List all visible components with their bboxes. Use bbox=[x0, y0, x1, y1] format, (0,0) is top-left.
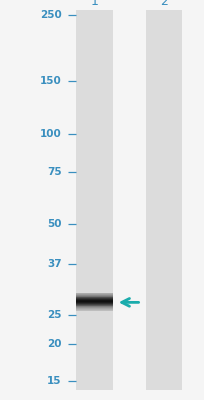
Bar bbox=[75, 301, 112, 302]
Bar bbox=[75, 308, 112, 309]
Bar bbox=[75, 302, 112, 303]
Bar bbox=[75, 10, 112, 390]
Text: 2: 2 bbox=[159, 0, 167, 8]
Text: 20: 20 bbox=[47, 339, 61, 349]
Bar bbox=[75, 304, 112, 305]
Text: 37: 37 bbox=[47, 259, 61, 269]
Bar bbox=[75, 305, 112, 306]
Text: 50: 50 bbox=[47, 220, 61, 230]
Bar bbox=[75, 306, 112, 307]
Text: 150: 150 bbox=[40, 76, 61, 86]
Bar bbox=[75, 297, 112, 298]
Bar bbox=[75, 295, 112, 296]
Bar bbox=[75, 309, 112, 310]
Bar bbox=[75, 299, 112, 300]
Text: 100: 100 bbox=[40, 129, 61, 139]
Bar bbox=[75, 293, 112, 294]
Text: 250: 250 bbox=[40, 10, 61, 20]
Bar bbox=[75, 294, 112, 295]
Text: 25: 25 bbox=[47, 310, 61, 320]
Bar bbox=[145, 10, 182, 390]
Bar bbox=[75, 303, 112, 304]
Bar bbox=[75, 307, 112, 308]
Bar bbox=[75, 298, 112, 299]
Text: 75: 75 bbox=[47, 167, 61, 177]
Bar bbox=[75, 300, 112, 301]
Text: 1: 1 bbox=[90, 0, 98, 8]
Text: 15: 15 bbox=[47, 376, 61, 386]
Bar bbox=[75, 310, 112, 311]
Bar bbox=[75, 296, 112, 297]
